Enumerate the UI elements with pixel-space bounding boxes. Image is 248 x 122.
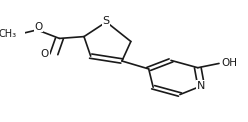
Text: S: S — [103, 16, 110, 26]
Text: N: N — [197, 81, 205, 91]
Text: CH₃: CH₃ — [0, 29, 17, 39]
Text: O: O — [41, 49, 49, 59]
Text: O: O — [34, 22, 42, 32]
Text: OH: OH — [221, 58, 237, 68]
